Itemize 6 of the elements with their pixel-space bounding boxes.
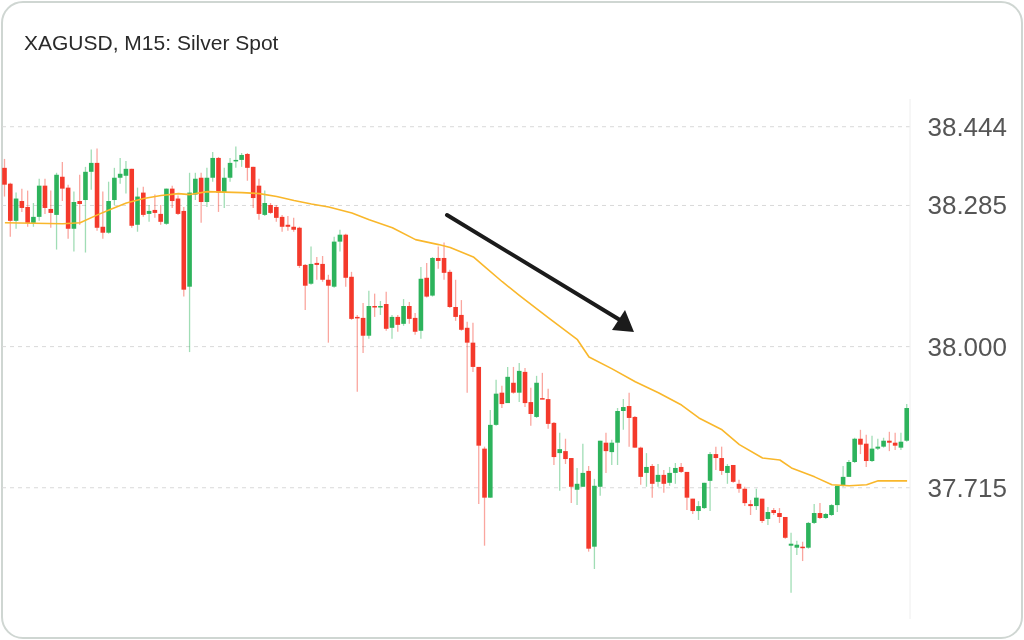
y-tick-label: 37.715 [927, 472, 1007, 503]
y-tick-label: 38.285 [927, 190, 1007, 221]
chart-title: XAGUSD, M15: Silver Spot [24, 31, 279, 55]
y-tick-label: 38.444 [927, 111, 1007, 142]
line-series [4, 190, 908, 487]
y-tick-label: 38.000 [927, 331, 1007, 362]
